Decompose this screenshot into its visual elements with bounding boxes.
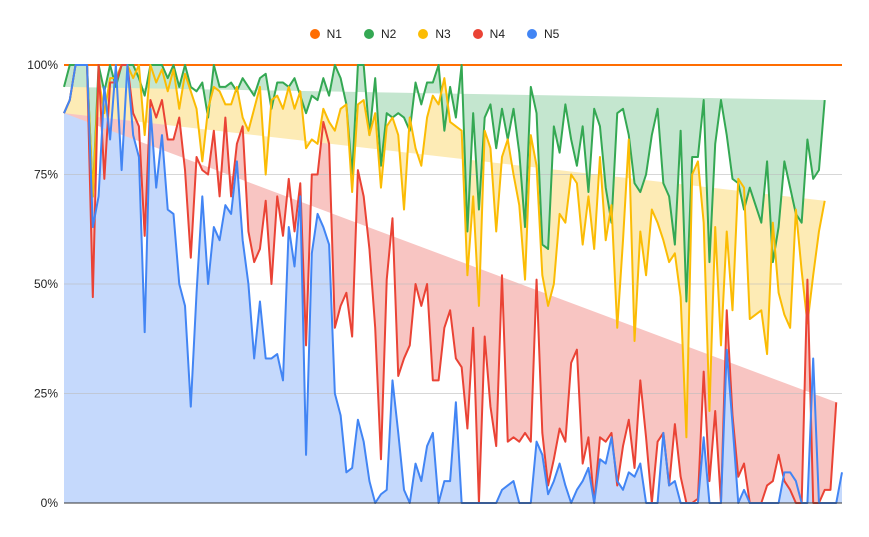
area-n2 <box>64 65 825 302</box>
y-axis-ticks: 0% 25% 50% 75% 100% <box>27 58 58 510</box>
legend-item-n1[interactable]: N1 <box>309 27 342 41</box>
legend-swatch-n1 <box>309 29 320 39</box>
legend-swatch-n5 <box>527 29 538 39</box>
legend-item-n4[interactable]: N4 <box>472 27 506 41</box>
legend-label-n2: N2 <box>380 27 397 41</box>
legend-item-n3[interactable]: N3 <box>418 27 451 41</box>
legend: N1 N2 N3 N4 N5 <box>0 24 869 44</box>
legend-item-n2[interactable]: N2 <box>363 27 397 41</box>
legend-label-n5: N5 <box>544 27 560 41</box>
legend-label-n4: N4 <box>489 27 506 41</box>
line-n3 <box>63 64 826 439</box>
gridlines <box>64 174 842 394</box>
line-n4 <box>63 64 838 504</box>
legend-item-n5[interactable]: N5 <box>527 27 559 41</box>
legend-label-n3: N3 <box>435 27 451 41</box>
legend-swatch-n4 <box>472 29 483 39</box>
y-tick-label: 75% <box>34 168 58 182</box>
y-tick-label: 25% <box>34 387 58 401</box>
y-tick-label: 100% <box>27 58 58 72</box>
legend-label-n1: N1 <box>326 27 342 41</box>
legend-swatch-n2 <box>363 29 374 39</box>
legend-swatch-n3 <box>418 29 429 39</box>
y-tick-label: 0% <box>41 496 59 510</box>
area-n3 <box>64 65 825 438</box>
line-n2 <box>63 64 826 303</box>
y-tick-label: 50% <box>34 277 58 291</box>
